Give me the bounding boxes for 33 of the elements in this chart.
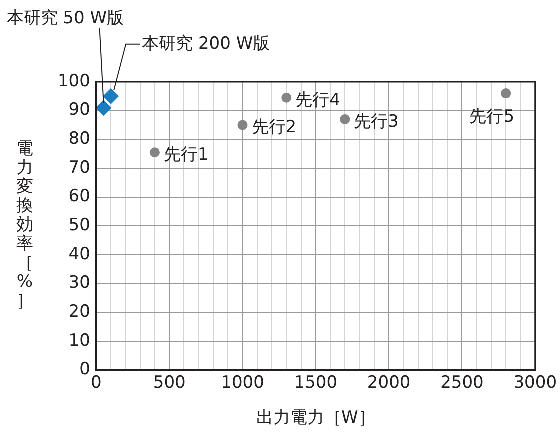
- point: [238, 120, 248, 130]
- x-tick-label: 3000: [514, 372, 557, 393]
- annotation: 先行5: [470, 106, 515, 127]
- point: [282, 92, 292, 103]
- annotation: 先行1: [164, 145, 209, 166]
- y-tick-label: 30: [68, 273, 90, 294]
- x-tick-label: 2000: [367, 372, 411, 393]
- x-axis-title: 出力電力［W］: [256, 408, 376, 428]
- annotation: 先行4: [296, 90, 340, 110]
- y-tick-label: 90: [68, 100, 90, 120]
- x-tick-label: 2500: [440, 372, 484, 393]
- x-tick-label: 1000: [221, 372, 264, 393]
- y-tick-label: 80: [68, 129, 90, 150]
- x-tick-label: 1500: [294, 372, 338, 393]
- text: 電力変換効率［%］: [16, 139, 34, 311]
- point: [96, 100, 112, 116]
- y-tick-label: 0: [80, 360, 90, 380]
- point: [103, 88, 120, 104]
- x-tick-label: 500: [153, 372, 186, 393]
- y-tick-label: 10: [68, 330, 90, 351]
- y-tick-label: 100: [58, 71, 90, 92]
- y-tick-label: 40: [68, 244, 90, 264]
- point: [340, 114, 350, 124]
- y-tick-label: 60: [68, 186, 90, 207]
- annotation: 本研究 50 W版: [6, 8, 124, 28]
- point: [150, 148, 160, 158]
- annotation: 先行3: [354, 112, 399, 132]
- annotation: 本研究 200 W版: [142, 34, 270, 54]
- y-tick-label: 50: [68, 216, 90, 236]
- y-tick-label: 70: [68, 158, 90, 178]
- annotation: 先行2: [252, 118, 297, 138]
- y-tick-label: 20: [68, 302, 90, 322]
- point: [501, 88, 512, 99]
